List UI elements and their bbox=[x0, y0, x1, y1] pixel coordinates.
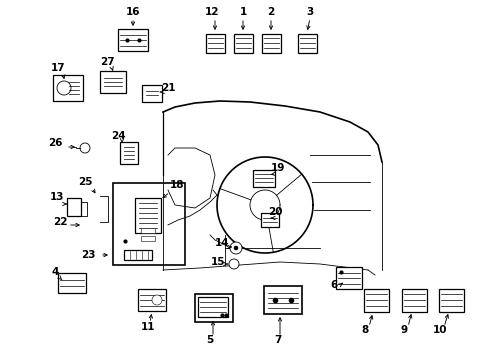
Text: 13: 13 bbox=[50, 192, 64, 202]
Text: 7: 7 bbox=[274, 335, 281, 345]
Bar bbox=[141, 235, 155, 240]
Bar bbox=[363, 288, 387, 311]
Bar bbox=[100, 71, 126, 93]
Circle shape bbox=[152, 295, 162, 305]
Bar bbox=[53, 75, 83, 101]
Text: 6: 6 bbox=[330, 280, 337, 290]
Bar bbox=[252, 170, 274, 186]
Text: 10: 10 bbox=[432, 325, 447, 335]
Text: 14: 14 bbox=[214, 238, 229, 248]
Bar bbox=[335, 267, 361, 289]
Text: 15: 15 bbox=[210, 257, 225, 267]
Bar bbox=[113, 183, 184, 265]
Text: 23: 23 bbox=[81, 250, 95, 260]
Text: 21: 21 bbox=[161, 83, 175, 93]
Bar bbox=[120, 142, 138, 164]
Bar bbox=[233, 33, 252, 53]
Bar bbox=[205, 33, 224, 53]
Bar bbox=[261, 213, 279, 227]
Text: 17: 17 bbox=[51, 63, 65, 73]
Bar bbox=[438, 288, 463, 311]
Text: 8: 8 bbox=[361, 325, 368, 335]
Bar bbox=[297, 33, 316, 53]
Text: 12: 12 bbox=[204, 7, 219, 17]
Text: 25: 25 bbox=[78, 177, 92, 187]
Bar bbox=[264, 286, 302, 314]
Text: 24: 24 bbox=[110, 131, 125, 141]
Circle shape bbox=[57, 81, 71, 95]
Bar bbox=[198, 297, 227, 317]
Bar bbox=[141, 228, 155, 233]
Text: 22: 22 bbox=[53, 217, 67, 227]
Bar bbox=[138, 289, 165, 311]
Bar bbox=[124, 250, 152, 260]
Text: 20: 20 bbox=[267, 207, 282, 217]
Bar bbox=[67, 198, 81, 216]
Circle shape bbox=[80, 143, 90, 153]
Bar bbox=[261, 33, 280, 53]
Bar bbox=[401, 288, 426, 311]
Text: 27: 27 bbox=[100, 57, 114, 67]
Bar bbox=[135, 198, 161, 233]
Circle shape bbox=[228, 259, 239, 269]
Circle shape bbox=[234, 246, 238, 250]
Bar bbox=[118, 29, 148, 51]
Text: 18: 18 bbox=[169, 180, 184, 190]
Text: 4: 4 bbox=[51, 267, 59, 277]
Text: 19: 19 bbox=[270, 163, 285, 173]
Circle shape bbox=[229, 242, 242, 254]
Text: 1: 1 bbox=[239, 7, 246, 17]
Text: 3: 3 bbox=[306, 7, 313, 17]
Bar bbox=[195, 294, 232, 322]
Bar bbox=[142, 85, 162, 102]
Text: 9: 9 bbox=[400, 325, 407, 335]
Text: 5: 5 bbox=[206, 335, 213, 345]
Bar bbox=[58, 273, 86, 293]
Text: 11: 11 bbox=[141, 322, 155, 332]
Text: 2: 2 bbox=[267, 7, 274, 17]
Text: 26: 26 bbox=[48, 138, 62, 148]
Text: 16: 16 bbox=[125, 7, 140, 17]
